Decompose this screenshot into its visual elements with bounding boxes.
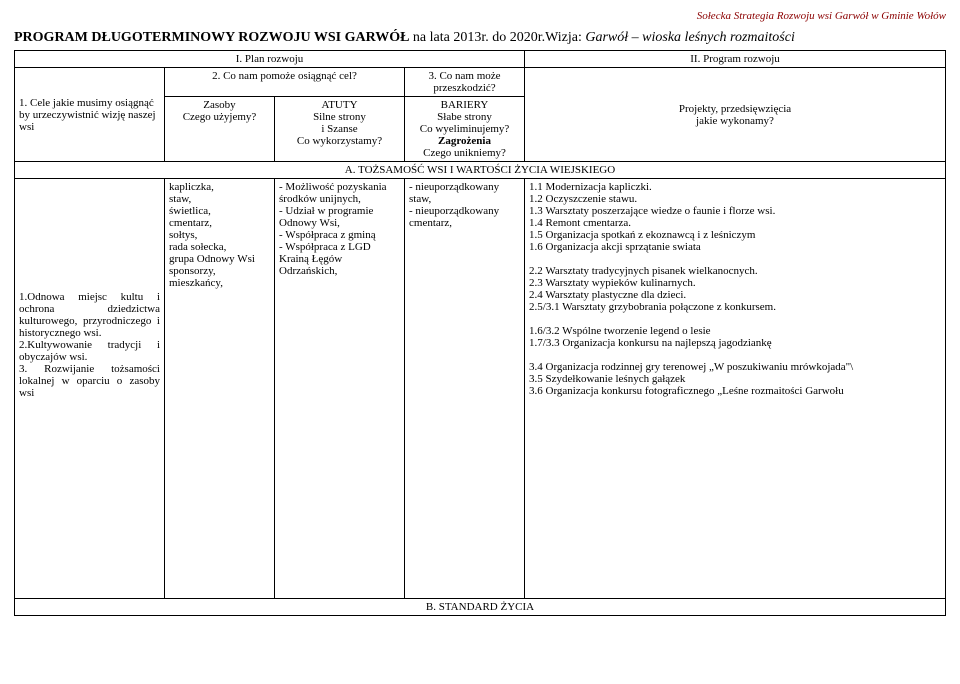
plan-heading: I. Plan rozwoju bbox=[15, 51, 525, 68]
list-item: cmentarz, bbox=[169, 217, 270, 229]
list-item: grupa Odnowy Wsi bbox=[169, 253, 270, 265]
zasoby-header: Zasoby Czego użyjemy? bbox=[165, 97, 275, 162]
section-b: B. STANDARD ŻYCIA bbox=[15, 599, 946, 616]
list-item: 1.1 Modernizacja kapliczki. bbox=[529, 181, 941, 193]
bariery-header: BARIERY Słabe strony Co wyeliminujemy? Z… bbox=[405, 97, 525, 162]
list-item: sponsorzy, bbox=[169, 265, 270, 277]
bariery-l5: Czego unikniemy? bbox=[409, 147, 520, 159]
atuty-l1: ATUTY bbox=[279, 99, 400, 111]
bariery-l3: Co wyeliminujemy? bbox=[409, 123, 520, 135]
list-item: rada sołecka, bbox=[169, 241, 270, 253]
title-vision-text: Garwół – wioska leśnych rozmaitości bbox=[582, 30, 795, 45]
section-a-row: A. TOŻSAMOŚĆ WSI I WARTOŚCI ŻYCIA WIEJSK… bbox=[15, 162, 946, 179]
list-item: 1.6 Organizacja akcji sprzątanie swiata bbox=[529, 241, 941, 253]
list-item: - nieuporządkowany staw, bbox=[409, 181, 520, 205]
bariery-l4: Zagrożenia bbox=[438, 135, 491, 147]
cele-header-text: 1. Cele jakie musimy osiągnąć by urzeczy… bbox=[19, 97, 160, 133]
atuty-list: - Możliwość pozyskania środków unijnych,… bbox=[279, 181, 400, 277]
list-item: - nieuporządkowany cmentarz, bbox=[409, 205, 520, 229]
list-item: 1.6/3.2 Wspólne tworzenie legend o lesie bbox=[529, 325, 941, 337]
table-row: 1. Cele jakie musimy osiągnąć by urzeczy… bbox=[15, 68, 946, 97]
cele-item: 1.Odnowa miejsc kultu i ochrona dziedzic… bbox=[19, 291, 160, 339]
atuty-l3: i Szanse bbox=[279, 123, 400, 135]
title-bold: PROGRAM DŁUGOTERMINOWY ROZWOJU WSI GARWÓ… bbox=[14, 30, 409, 45]
list-item: 1.2 Oczyszczenie stawu. bbox=[529, 193, 941, 205]
q2-cell: 2. Co nam pomoże osiągnąć cel? bbox=[165, 68, 405, 97]
title-vision-label: Wizja: bbox=[545, 30, 582, 45]
list-item: mieszkańcy, bbox=[169, 277, 270, 289]
list-item: 3.6 Organizacja konkursu fotograficznego… bbox=[529, 385, 941, 397]
q3-line2: przeszkodzić? bbox=[409, 82, 520, 94]
zasoby-l2: Czego użyjemy? bbox=[169, 111, 270, 123]
main-table: I. Plan rozwoju II. Program rozwoju 1. C… bbox=[14, 50, 946, 616]
projekty-header: Projekty, przedsięwzięcia jakie wykonamy… bbox=[525, 68, 946, 162]
cele-header: 1. Cele jakie musimy osiągnąć by urzeczy… bbox=[15, 68, 165, 162]
program-heading: II. Program rozwoju bbox=[525, 51, 946, 68]
list-item: staw, bbox=[169, 193, 270, 205]
list-item: kapliczka, bbox=[169, 181, 270, 193]
list-item: 1.3 Warsztaty poszerzające wiedze o faun… bbox=[529, 205, 941, 217]
section-a: A. TOŻSAMOŚĆ WSI I WARTOŚCI ŻYCIA WIEJSK… bbox=[15, 162, 946, 179]
list-item: 3.4 Organizacja rodzinnej gry terenowej … bbox=[529, 361, 941, 373]
list-item: - Współpraca z gminą bbox=[279, 229, 400, 241]
zasoby-l1: Zasoby bbox=[169, 99, 270, 111]
bariery-cell: - nieuporządkowany staw, - nieuporządkow… bbox=[405, 179, 525, 599]
doc-title: PROGRAM DŁUGOTERMINOWY ROZWOJU WSI GARWÓ… bbox=[14, 30, 946, 46]
cele-item: 2.Kultywowanie tradycji i obyczajów wsi. bbox=[19, 339, 160, 363]
zasoby-list: kapliczka, staw, świetlica, cmentarz, so… bbox=[169, 181, 270, 289]
section-b-row: B. STANDARD ŻYCIA bbox=[15, 599, 946, 616]
atuty-l2: Silne strony bbox=[279, 111, 400, 123]
zasoby-cell: kapliczka, staw, świetlica, cmentarz, so… bbox=[165, 179, 275, 599]
list-item: - Współpraca z LGD Krainą Łęgów Odrzańsk… bbox=[279, 241, 400, 277]
doc-header: Sołecka Strategia Rozwoju wsi Garwół w G… bbox=[14, 10, 946, 22]
atuty-l4: Co wykorzystamy? bbox=[279, 135, 400, 147]
table-row: I. Plan rozwoju II. Program rozwoju bbox=[15, 51, 946, 68]
list-item: 2.5/3.1 Warsztaty grzybobrania połączone… bbox=[529, 301, 941, 313]
list-item: 3.5 Szydełkowanie leśnych gałązek bbox=[529, 373, 941, 385]
projekty-list: 1.6/3.2 Wspólne tworzenie legend o lesie… bbox=[529, 325, 941, 349]
list-item: sołtys, bbox=[169, 229, 270, 241]
bariery-l1: BARIERY bbox=[409, 99, 520, 111]
list-item: 2.2 Warsztaty tradycyjnych pisanek wielk… bbox=[529, 265, 941, 277]
projekty-l1: Projekty, przedsięwzięcia bbox=[529, 103, 941, 115]
atuty-cell: - Możliwość pozyskania środków unijnych,… bbox=[275, 179, 405, 599]
list-item: świetlica, bbox=[169, 205, 270, 217]
list-item: 1.7/3.3 Organizacja konkursu na najlepsz… bbox=[529, 337, 941, 349]
projekty-cell: 1.1 Modernizacja kapliczki. 1.2 Oczyszcz… bbox=[525, 179, 946, 599]
q3-cell: 3. Co nam może przeszkodzić? bbox=[405, 68, 525, 97]
q3-line1: 3. Co nam może bbox=[409, 70, 520, 82]
list-item: - Udział w programie Odnowy Wsi, bbox=[279, 205, 400, 229]
list-item: 1.4 Remont cmentarza. bbox=[529, 217, 941, 229]
title-mid: na lata 2013r. do 2020r. bbox=[409, 30, 545, 45]
list-item: 1.5 Organizacja spotkań z ekoznawcą i z … bbox=[529, 229, 941, 241]
projekty-list: 2.2 Warsztaty tradycyjnych pisanek wielk… bbox=[529, 265, 941, 313]
bariery-list: - nieuporządkowany staw, - nieuporządkow… bbox=[409, 181, 520, 229]
list-item: 2.4 Warsztaty plastyczne dla dzieci. bbox=[529, 289, 941, 301]
atuty-header: ATUTY Silne strony i Szanse Co wykorzyst… bbox=[275, 97, 405, 162]
cele-item: 3. Rozwijanie tożsamości lokalnej w opar… bbox=[19, 363, 160, 399]
projekty-list: 3.4 Organizacja rodzinnej gry terenowej … bbox=[529, 361, 941, 397]
projekty-list: 1.1 Modernizacja kapliczki. 1.2 Oczyszcz… bbox=[529, 181, 941, 253]
cele-cell: 1.Odnowa miejsc kultu i ochrona dziedzic… bbox=[15, 179, 165, 599]
list-item: - Możliwość pozyskania środków unijnych, bbox=[279, 181, 400, 205]
bariery-l2: Słabe strony bbox=[409, 111, 520, 123]
table-row: 1.Odnowa miejsc kultu i ochrona dziedzic… bbox=[15, 179, 946, 599]
list-item: 2.3 Warsztaty wypieków kulinarnych. bbox=[529, 277, 941, 289]
projekty-l2: jakie wykonamy? bbox=[529, 115, 941, 127]
